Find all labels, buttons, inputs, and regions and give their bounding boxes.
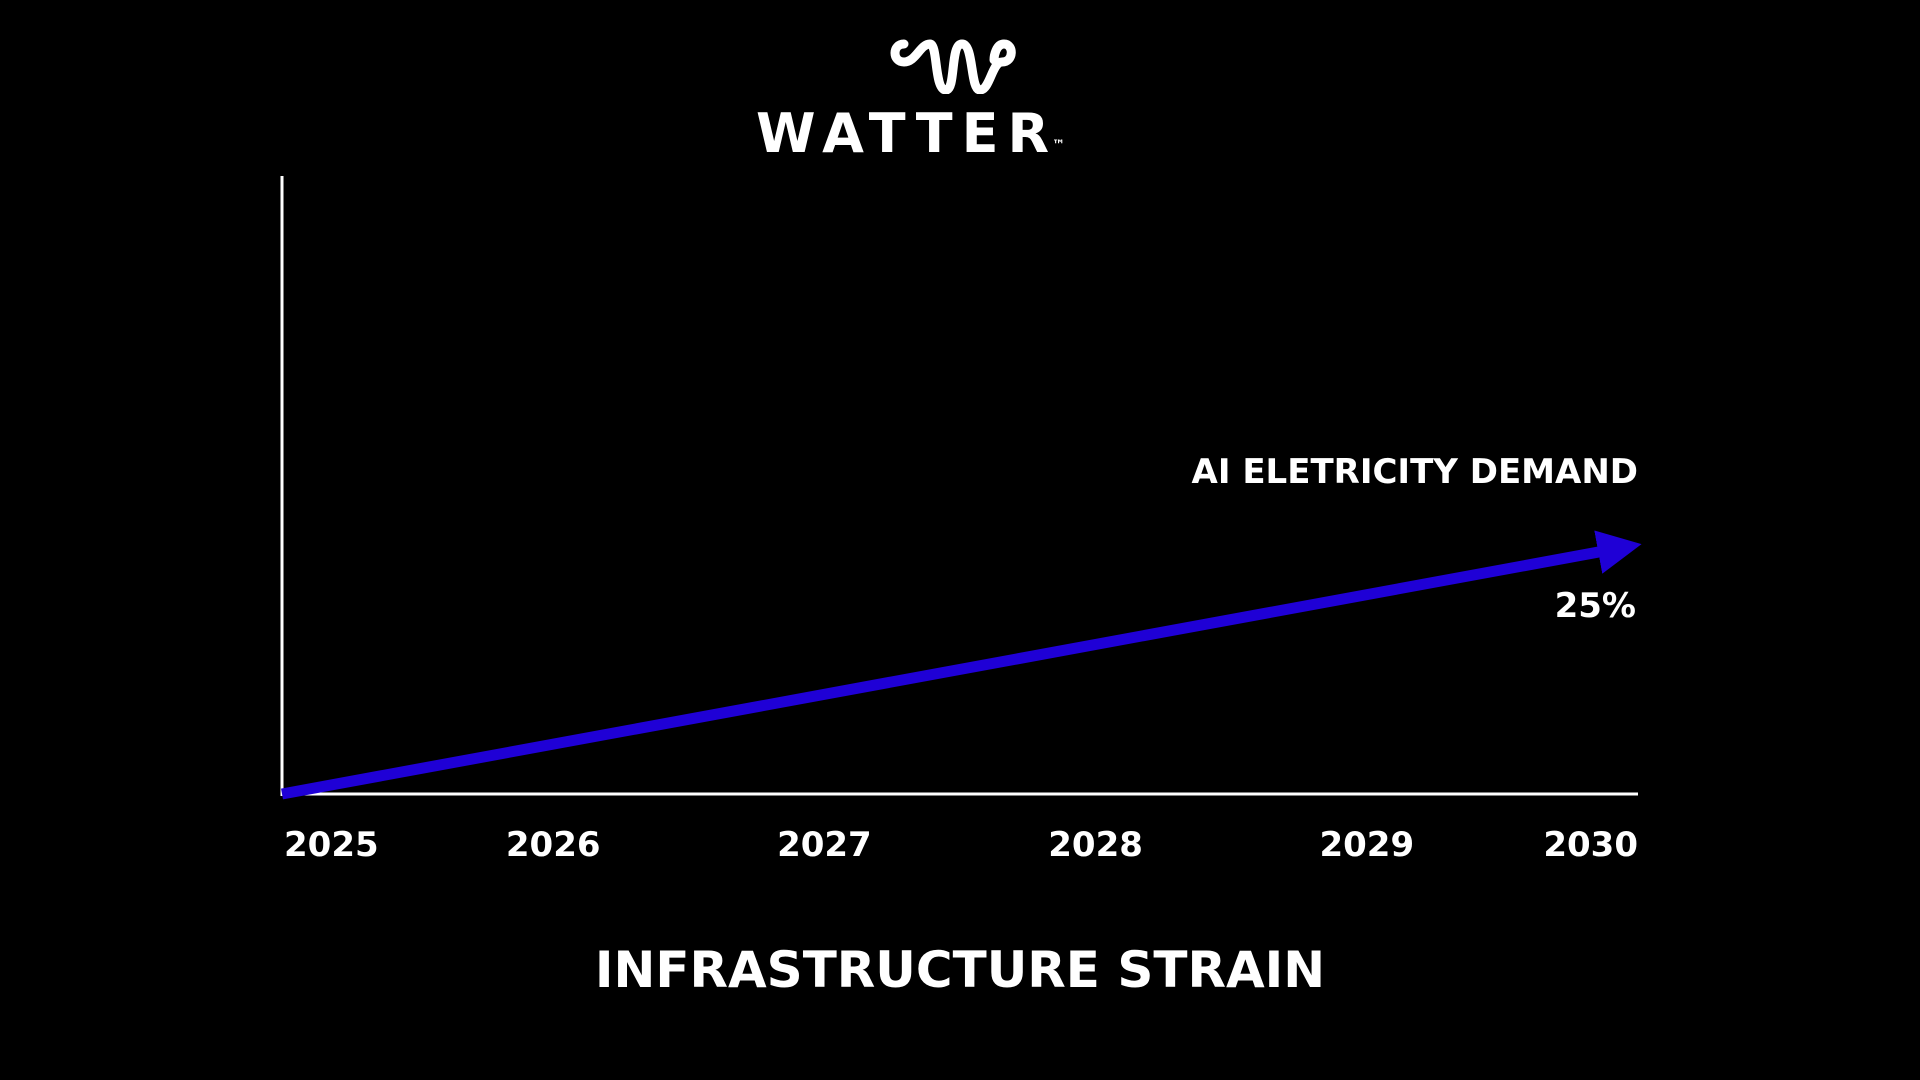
brand-trademark: ™: [1052, 138, 1066, 153]
data-label-end-value: 25%: [1555, 586, 1636, 626]
series-name-label: AI ELETRICITY DEMAND: [1192, 452, 1638, 492]
brand-name-text: WATTER: [756, 102, 1059, 165]
x-tick-label: 2026: [506, 825, 601, 865]
x-tick-label: 2029: [1319, 825, 1414, 865]
x-tick-label: 2028: [1048, 825, 1143, 865]
x-tick-label: 2025: [284, 825, 379, 865]
chart-title: INFRASTRUCTURE STRAIN: [594, 941, 1326, 999]
series-layer: AI ELETRICITY DEMAND 25%: [281, 452, 1642, 800]
x-tick-labels: 2025 2026 2027 2028 2029 2030: [284, 825, 1638, 865]
series-line: [281, 530, 1642, 800]
x-tick-label: 2027: [777, 825, 872, 865]
x-tick-label: 2030: [1543, 825, 1638, 865]
wave-logo-icon: [890, 39, 1016, 94]
brand-wordmark: WATTER™: [756, 104, 1176, 164]
